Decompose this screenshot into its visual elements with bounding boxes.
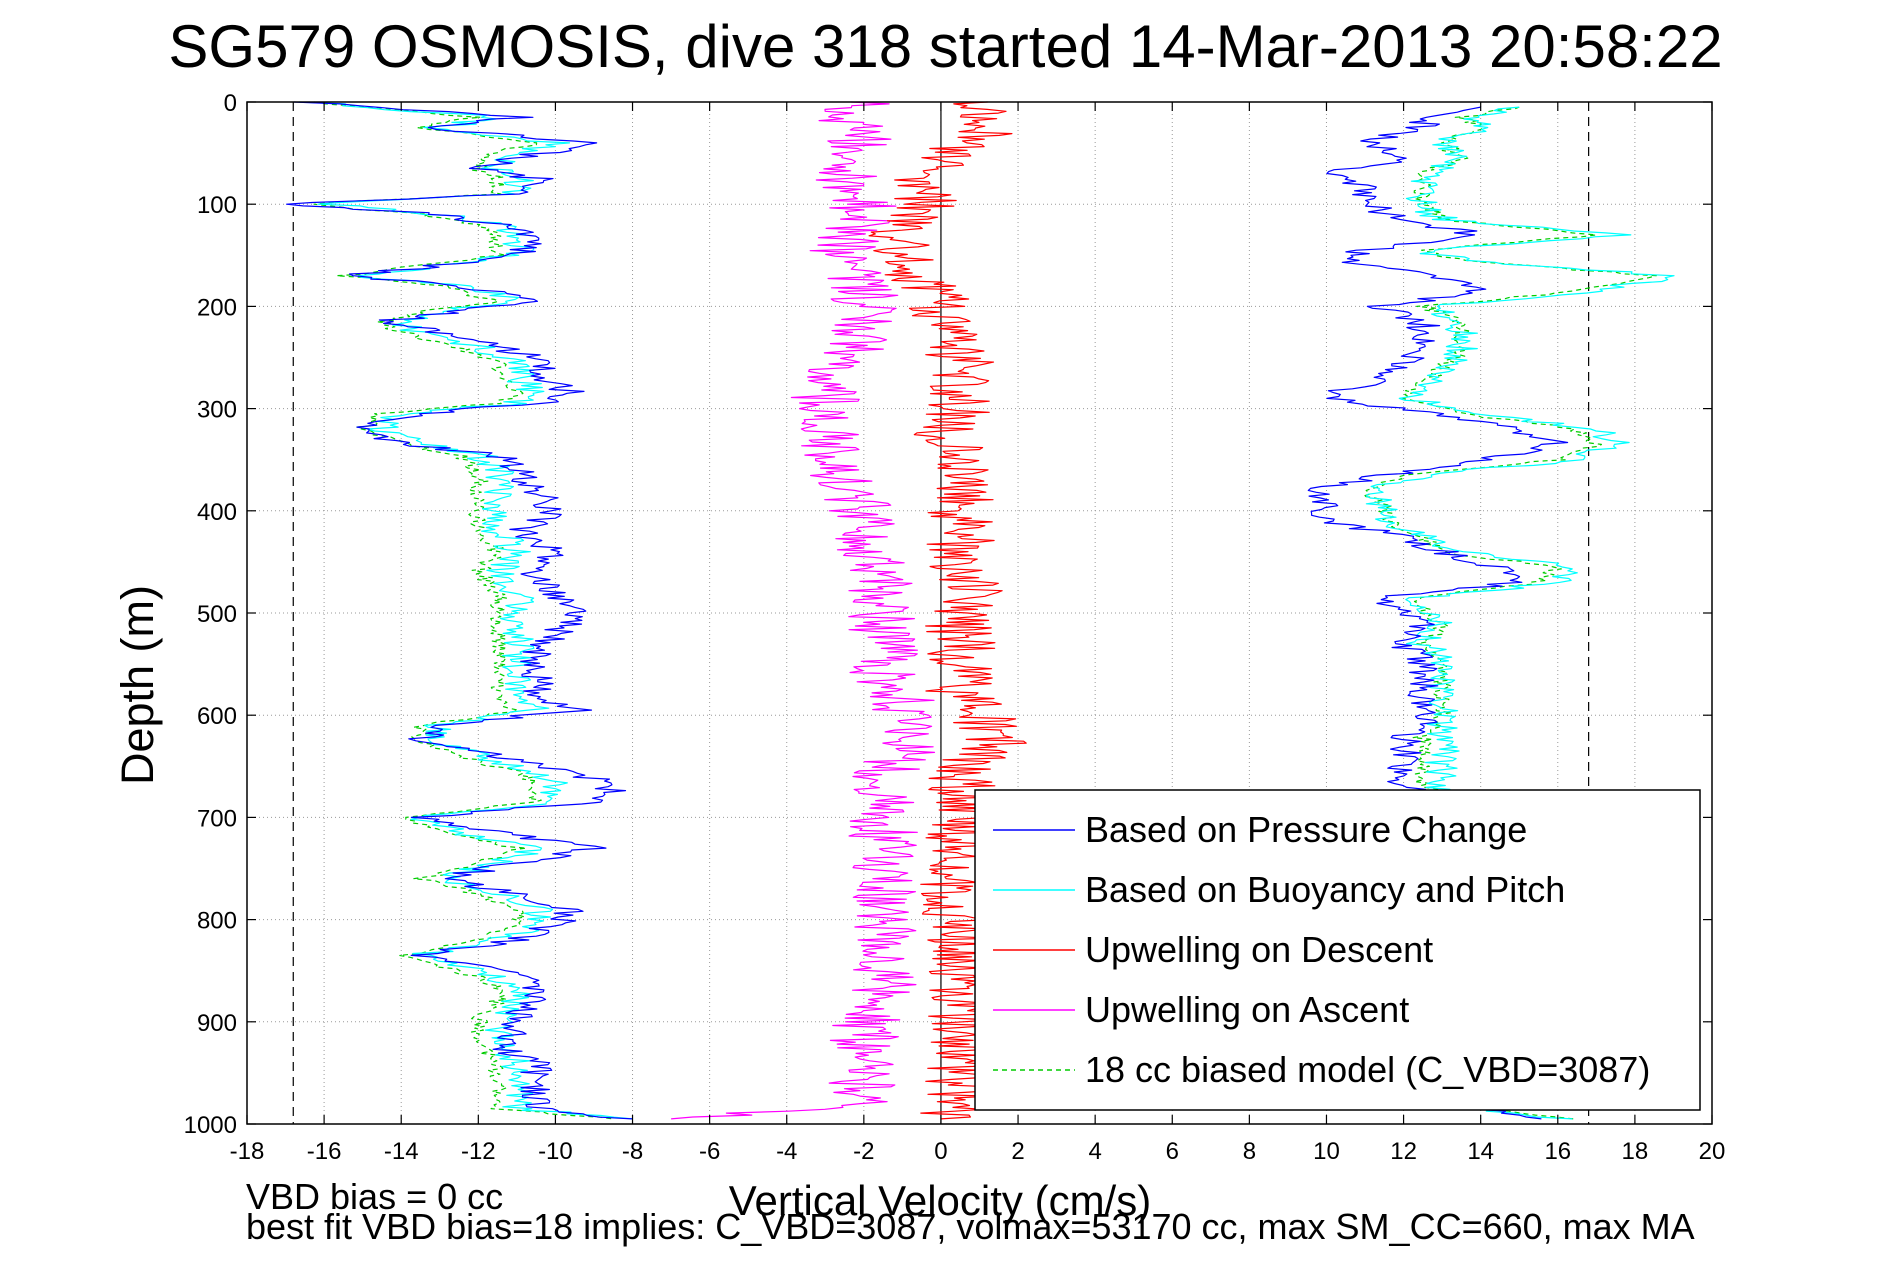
x-tick-label: 12 — [1390, 1138, 1417, 1165]
series-line-3 — [868, 101, 1027, 1120]
x-tick-label: 6 — [1166, 1138, 1179, 1165]
x-tick-label: 18 — [1622, 1138, 1649, 1165]
legend-label: Upwelling on Descent — [1085, 929, 1433, 970]
y-tick-label: 300 — [197, 397, 237, 424]
x-tick-label: -4 — [776, 1138, 797, 1165]
legend: Based on Pressure Change Based on Buoyanc… — [974, 789, 1701, 1111]
x-tick-label: 14 — [1467, 1138, 1494, 1165]
y-tick-label: 500 — [197, 601, 237, 628]
y-tick-label: 200 — [197, 294, 237, 321]
best-fit-note: best fit VBD bias=18 implies: C_VBD=3087… — [246, 1206, 1695, 1247]
x-tick-label: 16 — [1544, 1138, 1571, 1165]
x-tick-label: 2 — [1011, 1138, 1024, 1165]
x-tick-label: -10 — [538, 1138, 573, 1165]
x-tick-label: -12 — [461, 1138, 496, 1165]
x-tick-label: -14 — [384, 1138, 419, 1165]
vbd-bias-note: VBD bias = 0 cc — [246, 1176, 504, 1217]
x-tick-label: 20 — [1699, 1138, 1726, 1165]
y-tick-label: 700 — [197, 805, 237, 832]
legend-label: Based on Pressure Change — [1085, 809, 1527, 850]
y-tick-label: 800 — [197, 908, 237, 935]
x-tick-label: -2 — [853, 1138, 874, 1165]
y-tick-label: 0 — [224, 90, 237, 117]
y-axis-label: Depth (m) — [112, 584, 163, 786]
y-tick-label: 900 — [197, 1010, 237, 1037]
chart-title: SG579 OSMOSIS, dive 318 started 14-Mar-2… — [168, 13, 1723, 80]
legend-box — [974, 789, 1701, 1111]
series-line-2 — [299, 101, 633, 1120]
x-tick-label: 4 — [1088, 1138, 1101, 1165]
y-tick-label: 600 — [197, 703, 237, 730]
y-tick-label: 100 — [197, 192, 237, 219]
x-tick-label: -6 — [699, 1138, 720, 1165]
series-line-4 — [671, 101, 936, 1120]
x-tick-label: -8 — [622, 1138, 643, 1165]
x-tick-label: 0 — [934, 1138, 947, 1165]
x-tick-label: 10 — [1313, 1138, 1340, 1165]
y-tick-label: 400 — [197, 499, 237, 526]
x-tick-label: 8 — [1243, 1138, 1256, 1165]
legend-label: 18 cc biased model (C_VBD=3087) — [1085, 1049, 1650, 1090]
series-line-5 — [313, 101, 614, 1120]
series-line-1 — [286, 101, 633, 1120]
x-tick-label: -16 — [307, 1138, 342, 1165]
tick-layer: -18 -16 -14 -12 -10 -8 -6 -4 -2 0 2 4 6 8 10 12 14 16 18 20… — [184, 90, 1726, 1165]
legend-label: Based on Buoyancy and Pitch — [1085, 869, 1565, 910]
reference-lines-layer — [292, 102, 1590, 1124]
x-tick-label: -18 — [230, 1138, 265, 1165]
series-layer — [286, 101, 1675, 1120]
y-tick-label: 1000 — [184, 1112, 237, 1139]
legend-label: Upwelling on Ascent — [1085, 989, 1409, 1030]
x-axis-label: Vertical Velocity (cm/s) — [728, 1177, 1152, 1224]
